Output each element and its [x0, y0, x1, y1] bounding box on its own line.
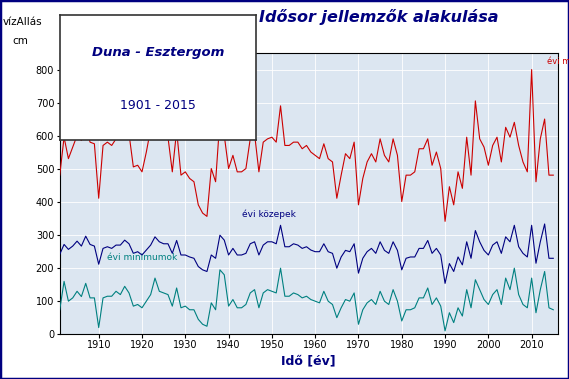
Text: vízAllás: vízAllás — [3, 17, 43, 27]
Text: évi minimumok: évi minimumok — [108, 252, 178, 262]
Text: Idősor jellemzők alakulása: Idősor jellemzők alakulása — [259, 9, 498, 25]
Text: Duna - Esztergom: Duna - Esztergom — [92, 46, 224, 59]
X-axis label: Idő [év]: Idő [év] — [281, 355, 336, 368]
Text: cm: cm — [13, 36, 28, 46]
Text: 1901 - 2015: 1901 - 2015 — [120, 99, 196, 112]
Text: évi közepek: évi közepek — [242, 209, 295, 219]
Text: évi maximu: évi maximu — [547, 57, 569, 66]
